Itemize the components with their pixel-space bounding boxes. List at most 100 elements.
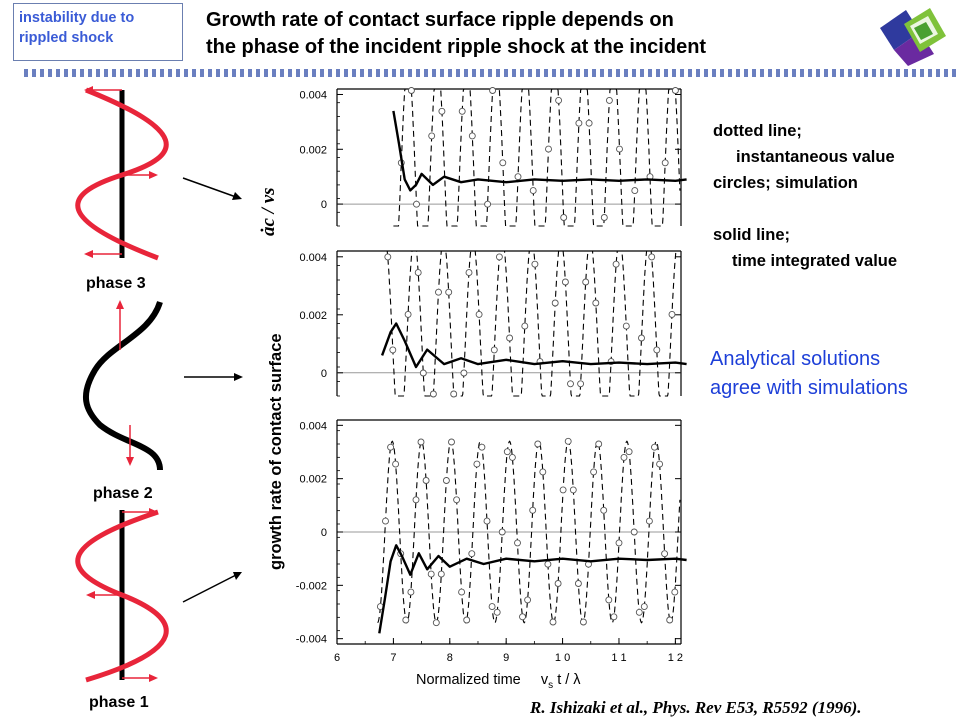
stripe-dash <box>904 69 908 77</box>
simulation-point <box>407 87 415 94</box>
simulation-point <box>545 145 552 153</box>
stripe-dash <box>912 69 916 77</box>
simulation-point <box>653 346 661 354</box>
x-axis-label: Normalized time vs t / λ <box>416 672 581 691</box>
y-tick-label: 0 <box>321 199 327 211</box>
stripe-dash <box>784 69 788 77</box>
simulation-point <box>458 588 466 596</box>
simulation-point <box>382 517 389 525</box>
stripe-dash <box>480 69 484 77</box>
simulation-point <box>427 570 435 578</box>
simulation-point <box>419 369 427 377</box>
simulation-point <box>413 200 420 208</box>
simulation-point <box>635 608 643 616</box>
stripe-dash <box>744 69 748 77</box>
y-tick-label: 0.002 <box>299 474 327 486</box>
x-axis-formula-tail: t / λ <box>557 672 581 688</box>
simulation-point <box>483 517 491 525</box>
simulation-point <box>442 477 450 484</box>
stripe-dash <box>888 69 892 77</box>
stripe-dash <box>352 69 356 77</box>
legend-solid: solid line; <box>713 226 791 244</box>
simulation-point <box>625 448 633 456</box>
x-tick-label: 8 <box>447 652 453 664</box>
slide-title-line1: Growth rate of contact surface ripple de… <box>206 9 674 31</box>
x-tick-label: 7 <box>390 652 396 664</box>
simulation-point <box>534 440 542 448</box>
simulation-point <box>671 87 679 94</box>
simulation-point <box>503 448 511 456</box>
x-tick-label: 1 1 <box>611 652 626 664</box>
simulation-point <box>574 580 582 587</box>
simulation-point <box>666 616 674 624</box>
simulation-point <box>478 443 486 451</box>
simulation-point <box>585 119 593 127</box>
stripe-dash <box>488 69 492 77</box>
simulation-point <box>605 96 613 104</box>
stripe-dash <box>304 69 308 77</box>
simulation-point <box>488 603 496 611</box>
stripe-dash <box>136 69 140 77</box>
stripe-dash <box>656 69 660 77</box>
stripe-dash <box>416 69 420 77</box>
simulation-point <box>564 437 572 445</box>
stripe-dash <box>944 69 948 77</box>
simulation-point <box>468 132 476 140</box>
simulation-point <box>519 613 526 621</box>
legend-dotted: dotted line; <box>713 122 802 140</box>
stripe-dash <box>368 69 372 77</box>
simulation-point <box>458 107 466 115</box>
stripe-dash <box>184 69 188 77</box>
stripe-dash <box>440 69 444 77</box>
stripe-dash <box>160 69 164 77</box>
simulation-point <box>521 322 529 330</box>
stripe-dash <box>56 69 60 77</box>
stripe-dash <box>728 69 732 77</box>
simulation-point <box>499 159 507 167</box>
stripe-dash <box>288 69 292 77</box>
stripe-dash <box>512 69 516 77</box>
legend-circles: circles; simulation <box>713 174 858 192</box>
legend-time-integrated: time integrated value <box>732 252 898 270</box>
stripe-dash <box>464 69 468 77</box>
stripe-dash <box>264 69 268 77</box>
stripe-dash <box>96 69 100 77</box>
simulation-point <box>582 278 590 286</box>
simulation-point <box>577 380 585 388</box>
analytic-line2: agree with simulations <box>710 377 908 399</box>
citation: R. Ishizaki et al., Phys. Rev E53, R5592… <box>530 698 862 717</box>
simulation-point <box>595 440 603 448</box>
stripe-dash <box>856 69 860 77</box>
stripe-dash <box>168 69 172 77</box>
stripe-dash <box>376 69 380 77</box>
stripe-dash <box>688 69 692 77</box>
topic-tag: instability due to rippled shock <box>13 3 183 61</box>
simulation-point <box>484 200 492 208</box>
simulation-point <box>555 96 563 104</box>
simulation-point <box>590 468 598 476</box>
simulation-point <box>622 322 630 330</box>
stripe-dash <box>64 69 68 77</box>
simulation-point <box>561 278 569 286</box>
stripe-dash <box>336 69 340 77</box>
stripe-dash <box>568 69 572 77</box>
y-tick-label: 0.004 <box>299 420 327 432</box>
legend: dotted line; instantaneous value circles… <box>713 118 897 274</box>
slide-title: Growth rate of contact surface ripple de… <box>206 7 896 61</box>
x-axis-formula-v: v <box>540 672 549 688</box>
simulation-point <box>450 390 458 398</box>
stripe-dash <box>392 69 396 77</box>
simulation-point <box>600 506 608 514</box>
stripe-dash <box>272 69 276 77</box>
y-tick-label: 0 <box>321 527 327 539</box>
stripe-dash <box>152 69 156 77</box>
simulation-point <box>592 299 600 307</box>
stripe-dash <box>880 69 884 77</box>
simulation-point <box>575 119 583 127</box>
stripe-dash <box>328 69 332 77</box>
stripe-dash <box>176 69 180 77</box>
x-axis-label-main: Normalized time <box>416 672 521 688</box>
stripe-dash <box>672 69 676 77</box>
stripe-dash <box>560 69 564 77</box>
